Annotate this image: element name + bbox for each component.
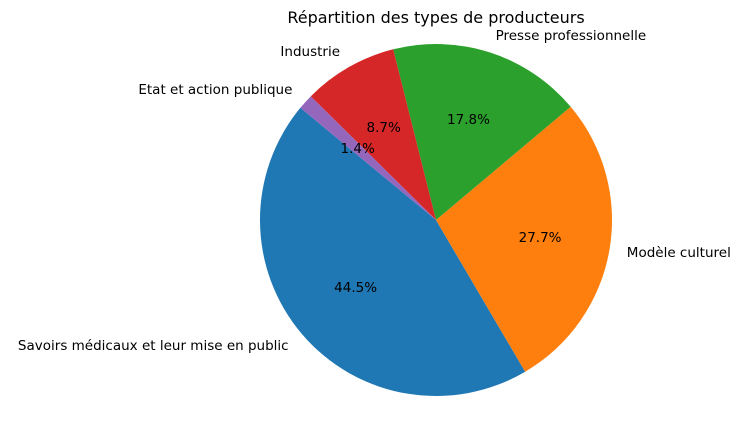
slice-label-2: Presse professionnelle (495, 27, 647, 44)
pie-slice-0 (259, 107, 526, 397)
slice-label-1: Modèle culturel (626, 244, 731, 261)
chart-title: Répartition des types de producteurs (287, 8, 585, 27)
pie-slice-4 (300, 96, 436, 220)
pie-slice-3 (310, 49, 436, 220)
slice-percent-0: 44.5% (334, 280, 378, 297)
slice-label-0: Savoirs médicaux et leur mise en public (17, 337, 289, 354)
pie-slice-1 (436, 106, 612, 372)
slice-percent-1: 27.7% (518, 229, 562, 246)
pie-slice-2 (393, 43, 571, 221)
slice-percent-3: 8.7% (366, 120, 401, 137)
slice-label-4: Etat et action publique (138, 82, 293, 99)
slice-percent-2: 17.8% (447, 111, 490, 128)
slice-label-3: Industrie (280, 43, 341, 60)
slice-percent-4: 1.4% (340, 141, 375, 158)
